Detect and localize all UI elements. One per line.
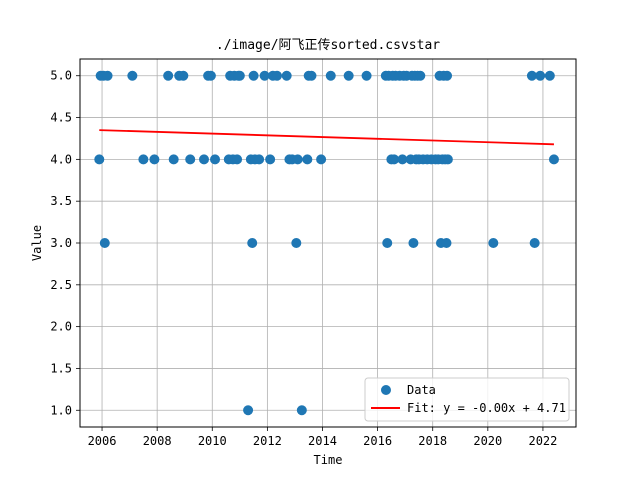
data-point — [526, 70, 537, 81]
x-tick-label: 2020 — [473, 434, 502, 448]
y-tick-label: 5.0 — [50, 69, 72, 83]
data-point — [389, 154, 400, 165]
data-point — [548, 154, 559, 165]
data-point — [232, 154, 243, 165]
data-point — [259, 70, 270, 81]
data-point — [265, 154, 276, 165]
chart-title: ./image/阿飞正传sorted.csvstar — [216, 38, 440, 53]
legend: Data Fit: y = -0.00x + 4.71 — [364, 377, 570, 422]
y-axis-label: Value — [30, 225, 44, 261]
data-point — [441, 238, 452, 248]
data-point — [149, 154, 160, 165]
data-point — [306, 70, 317, 81]
grid — [80, 59, 576, 427]
data-point — [234, 70, 245, 81]
data-point — [442, 70, 453, 81]
data-point — [544, 70, 555, 81]
x-tick-label: 2006 — [88, 434, 117, 448]
data-point — [397, 154, 408, 165]
data-point — [292, 154, 303, 165]
data-point — [442, 154, 453, 165]
legend-data-label: Data — [407, 383, 436, 397]
legend-fit-label: Fit: y = -0.00x + 4.71 — [407, 401, 566, 415]
y-tick-label: 4.0 — [50, 152, 72, 166]
data-point — [163, 70, 174, 81]
data-point — [127, 70, 138, 81]
y-tick-label: 2.5 — [50, 278, 72, 292]
data-point — [361, 70, 372, 81]
data-point — [281, 70, 292, 81]
x-tick-label: 2018 — [418, 434, 447, 448]
x-tick-label: 2010 — [198, 434, 227, 448]
data-point — [535, 70, 546, 81]
data-point — [488, 238, 499, 248]
data-point — [102, 70, 113, 81]
data-point — [343, 70, 354, 81]
data-point — [291, 238, 302, 248]
data-point — [138, 154, 149, 165]
y-tick-label: 3.5 — [50, 194, 72, 208]
y-tick-label: 4.5 — [50, 111, 72, 125]
fit-line — [99, 129, 554, 146]
data-point — [168, 154, 179, 165]
data-point — [99, 238, 110, 248]
x-tick-label: 2008 — [143, 434, 172, 448]
data-point — [210, 154, 221, 165]
data-point — [325, 70, 336, 81]
y-tick-label: 1.5 — [50, 361, 72, 375]
x-axis-label: Time — [314, 453, 343, 467]
x-tick-label: 2012 — [253, 434, 282, 448]
x-tick-label: 2022 — [528, 434, 557, 448]
data-point — [415, 70, 426, 81]
data-point — [247, 238, 258, 248]
y-tick-label: 1.0 — [50, 403, 72, 417]
data-point — [529, 238, 540, 248]
legend-data-marker — [381, 385, 391, 395]
data-point — [199, 154, 209, 165]
legend-box — [364, 377, 570, 422]
data-point — [205, 70, 216, 81]
x-tick-label: 2016 — [363, 434, 392, 448]
data-point — [248, 70, 259, 81]
x-tick-label: 2014 — [308, 434, 337, 448]
data-point — [382, 238, 393, 248]
data-point — [408, 238, 419, 248]
data-point — [272, 70, 283, 81]
data-point — [302, 154, 313, 165]
data-point — [254, 154, 265, 165]
y-tick-label: 2.0 — [50, 320, 72, 334]
data-point — [178, 70, 189, 81]
data-point — [243, 405, 254, 416]
y-tick-label: 3.0 — [50, 236, 72, 250]
x-axis-ticks: 2006 2008 2010 2012 2014 2016 2018 2020 2022 — [88, 427, 557, 448]
fit-line-layer — [99, 129, 554, 146]
data-point — [94, 154, 105, 165]
y-axis-ticks: 1.0 1.5 2.0 2.5 3.0 3.5 4.0 4.5 5.0 — [50, 69, 80, 417]
data-point — [316, 154, 327, 165]
data-point — [296, 405, 307, 416]
data-points — [94, 70, 559, 416]
data-point — [185, 154, 196, 165]
